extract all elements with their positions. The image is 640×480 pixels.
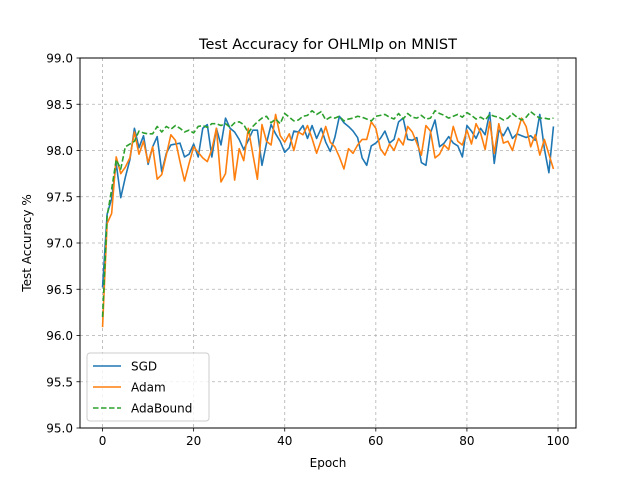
series-line-adabound [101, 109, 554, 318]
y-tick-label: 97.0 [46, 237, 73, 251]
x-tick-label: 40 [277, 434, 292, 448]
legend-box [86, 352, 210, 422]
series-line-adam [101, 113, 555, 328]
legend-label: SGD [131, 360, 157, 374]
legend: SGD Adam AdaBound [86, 352, 210, 422]
x-tick-label: 60 [368, 434, 383, 448]
axis-ticks: 0 20 40 60 80 100 95.0 95.5 96.0 96.5 97.0 97.5 98.0… [46, 52, 569, 449]
x-tick-label: 0 [99, 434, 107, 448]
x-tick-label: 100 [547, 434, 570, 448]
legend-label: Adam [131, 381, 166, 395]
y-tick-label: 95.5 [46, 375, 73, 389]
chart-title: Test Accuracy for OHLMIp on MNIST [198, 37, 457, 53]
x-tick-label: 20 [186, 434, 201, 448]
y-tick-label: 98.0 [46, 144, 73, 158]
series-line-sgd [101, 111, 555, 288]
y-tick-label: 97.5 [46, 190, 73, 204]
series-lines [101, 109, 555, 328]
y-tick-label: 95.0 [46, 422, 73, 436]
y-tick-label: 96.5 [46, 283, 73, 297]
x-tick-label: 80 [459, 434, 474, 448]
y-tick-label: 99.0 [46, 52, 73, 66]
y-axis-label: Test Accuracy % [20, 194, 34, 292]
x-axis-label: Epoch [310, 456, 347, 470]
legend-label: AdaBound [131, 402, 192, 416]
y-tick-label: 96.0 [46, 329, 73, 343]
y-tick-label: 98.5 [46, 98, 73, 112]
